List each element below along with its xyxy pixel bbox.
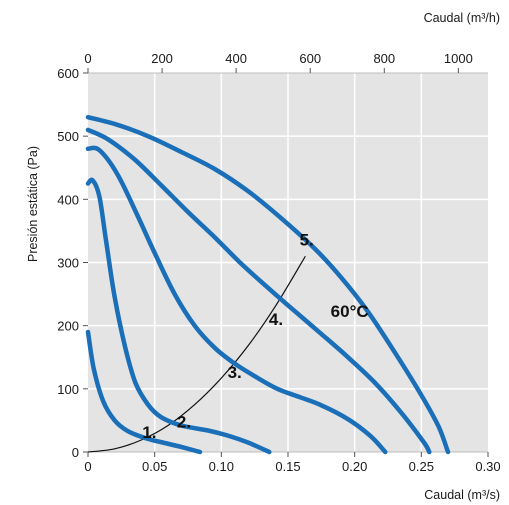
top-tick-label: 600	[299, 51, 321, 66]
x-tick-label: 0.10	[209, 459, 234, 474]
curve-label-1: 1.	[142, 423, 156, 442]
y-axis-title: Presión estática (Pa)	[26, 146, 40, 262]
grid-lines	[88, 73, 488, 452]
fan-curve-1	[85, 329, 203, 455]
x-tick-label: 0.20	[342, 459, 367, 474]
system-curve	[87, 255, 306, 453]
curve-label-3: 3.	[228, 363, 242, 382]
x-tick-label: 0.25	[409, 459, 434, 474]
axis-ticks: 0 0.05 0.10 0.15 0.20 0.25 0.30 0 100 200 300 400 50…	[57, 51, 500, 474]
top-tick-label: 400	[225, 51, 247, 66]
temperature-annotation: 60°C	[331, 302, 369, 321]
curve-labels: 1. 2. 3. 4. 5.	[142, 230, 314, 442]
top-tick-label: 1000	[444, 51, 473, 66]
curve-label-4: 4.	[269, 310, 283, 329]
system-curve-layer	[87, 255, 306, 453]
y-tick-label: 400	[57, 192, 79, 207]
curve-label-5: 5.	[300, 230, 314, 249]
curve-label-2: 2.	[177, 412, 191, 431]
top-tick-label: 800	[373, 51, 395, 66]
y-tick-label: 0	[72, 445, 79, 460]
fan-curves	[85, 114, 451, 455]
fan-curve-4	[85, 127, 432, 455]
x-axis-title: Caudal (m³/s)	[424, 488, 500, 502]
top-tick-label: 200	[151, 51, 173, 66]
x-tick-label: 0.15	[275, 459, 300, 474]
y-tick-label: 100	[57, 382, 79, 397]
fan-curve-3	[85, 145, 388, 455]
x-tick-label: 0	[84, 459, 91, 474]
fan-curve-2	[85, 177, 272, 455]
top-axis-title: Caudal (m³/h)	[424, 11, 500, 25]
x-tick-label: 0.05	[142, 459, 167, 474]
top-tick-label: 0	[84, 51, 91, 66]
y-tick-label: 500	[57, 129, 79, 144]
y-tick-label: 300	[57, 256, 79, 271]
x-tick-label: 0.30	[475, 459, 500, 474]
y-tick-label: 600	[57, 66, 79, 81]
fan-curve-5	[85, 114, 451, 455]
y-tick-label: 200	[57, 319, 79, 334]
